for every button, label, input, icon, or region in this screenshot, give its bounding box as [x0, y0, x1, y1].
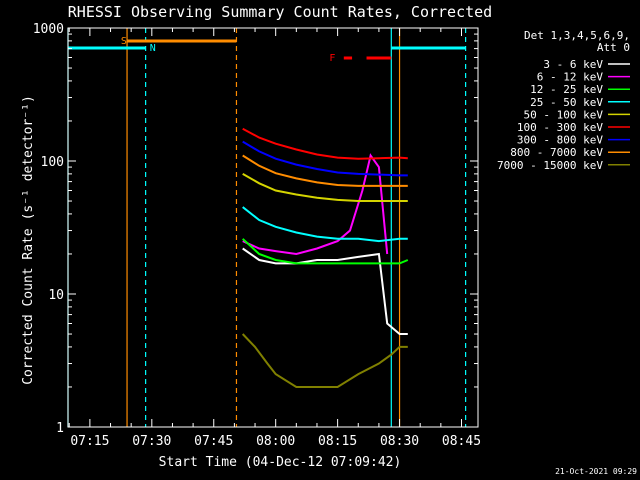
- legend-label-2: 12 - 25 keV: [530, 83, 603, 96]
- legend-label-3: 25 - 50 keV: [530, 96, 603, 109]
- legend-label-4: 50 - 100 keV: [524, 108, 604, 121]
- y-tick-label: 100: [41, 155, 64, 170]
- x-tick-label: 07:45: [194, 434, 233, 449]
- y-tick-label: 1000: [33, 22, 64, 37]
- x-tick-label: 08:30: [380, 434, 419, 449]
- chart-title: RHESSI Observing Summary Count Rates, Co…: [68, 3, 492, 21]
- series-line-3: [242, 206, 408, 243]
- legend-header-line-2: Att 0: [597, 41, 630, 54]
- x-tick-label: 07:15: [70, 434, 109, 449]
- legend-label-5: 100 - 300 keV: [517, 121, 603, 134]
- x-tick-label: 08:00: [256, 434, 295, 449]
- y-tick-label: 10: [48, 288, 64, 303]
- legend-label-1: 6 - 12 keV: [537, 71, 604, 84]
- x-tick-label: 07:30: [132, 434, 171, 449]
- series-line-1: [242, 153, 389, 256]
- flare-flag-label: F: [329, 53, 335, 64]
- x-axis-label: Start Time (04-Dec-12 07:09:42): [159, 455, 402, 470]
- series-line-6: [242, 140, 408, 177]
- legend-label-7: 800 - 7000 keV: [510, 146, 603, 159]
- night-flag-label: N: [150, 43, 156, 54]
- series-line-5: [242, 127, 408, 160]
- x-tick-label: 08:45: [442, 434, 481, 449]
- series-line-7: [242, 154, 408, 187]
- timestamp: 21-Oct-2021 09:29: [555, 467, 637, 476]
- series-line-2: [242, 238, 409, 265]
- series-line-8: [241, 333, 408, 388]
- plot-frame: [67, 27, 479, 428]
- x-tick-label: 08:15: [318, 434, 357, 449]
- y-axis-label: Corrected Count Rate (s⁻¹ detector⁻¹): [21, 95, 36, 385]
- series-line-0: [242, 247, 408, 335]
- legend-header-line-1: Det 1,3,4,5,6,9,: [524, 29, 630, 42]
- y-tick-label: 1: [56, 421, 64, 436]
- legend-label-6: 300 - 800 keV: [517, 134, 603, 147]
- legend-label-8: 7000 - 15000 keV: [497, 159, 603, 172]
- saa-flag-label: S: [121, 36, 127, 47]
- legend-label-0: 3 - 6 keV: [543, 58, 603, 71]
- series-line-4: [242, 173, 408, 202]
